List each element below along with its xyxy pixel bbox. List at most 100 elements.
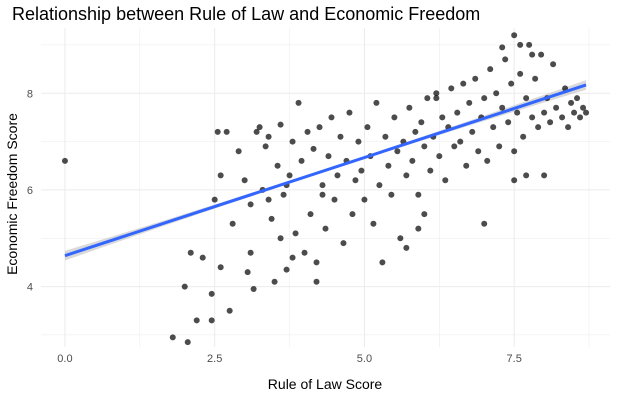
data-point <box>340 240 347 247</box>
regression-line-path <box>64 83 587 258</box>
data-point <box>568 99 575 106</box>
data-point <box>472 75 479 82</box>
data-point <box>505 119 512 126</box>
data-point <box>271 278 278 285</box>
data-point <box>298 157 305 164</box>
data-point <box>487 66 494 73</box>
data-point <box>409 157 416 164</box>
data-point <box>334 172 341 179</box>
y-tick-label: 4 <box>27 282 33 294</box>
data-point <box>208 317 215 324</box>
data-point <box>499 44 506 51</box>
data-point <box>295 99 302 106</box>
scatter-points <box>61 32 590 346</box>
data-point <box>484 157 491 164</box>
data-point <box>235 148 242 155</box>
data-point <box>511 177 518 184</box>
data-point <box>397 235 404 242</box>
data-point <box>433 95 440 102</box>
data-point <box>499 104 506 111</box>
data-point <box>331 196 338 203</box>
data-point <box>541 172 548 179</box>
y-axis-title: Economic Freedom Score <box>4 113 20 275</box>
data-point <box>481 220 488 227</box>
data-point <box>514 109 521 116</box>
data-point <box>529 114 536 121</box>
data-point <box>277 235 284 242</box>
data-point <box>442 177 449 184</box>
data-point <box>577 114 584 121</box>
data-point <box>418 119 425 126</box>
data-point <box>388 191 395 198</box>
data-point <box>517 41 524 48</box>
data-point <box>322 225 329 232</box>
data-point <box>463 162 470 169</box>
data-point <box>208 290 215 297</box>
grid <box>41 28 610 347</box>
data-point <box>286 172 293 179</box>
data-point <box>529 51 536 58</box>
data-point <box>247 201 254 208</box>
data-point <box>496 143 503 150</box>
x-tick-label: 5.0 <box>357 353 372 365</box>
data-point <box>448 85 455 92</box>
data-point <box>553 104 560 111</box>
data-point <box>349 211 356 218</box>
data-point <box>454 109 461 116</box>
data-point <box>403 172 410 179</box>
data-point <box>526 41 533 48</box>
data-point <box>532 75 539 82</box>
data-point <box>565 124 572 131</box>
data-point <box>415 191 422 198</box>
data-point <box>262 143 269 150</box>
data-point <box>475 148 482 155</box>
data-point <box>304 128 311 135</box>
data-point <box>277 121 284 128</box>
data-point <box>346 109 353 116</box>
data-point <box>439 114 446 121</box>
x-tick-label: 7.5 <box>507 353 522 365</box>
data-point <box>316 124 323 131</box>
data-point <box>328 114 335 121</box>
data-point <box>229 220 236 227</box>
data-point <box>559 114 566 121</box>
data-point <box>313 278 320 285</box>
data-point <box>247 249 254 256</box>
data-point <box>301 249 308 256</box>
data-point <box>307 211 314 218</box>
data-point <box>364 124 371 131</box>
data-point <box>469 128 476 135</box>
data-point <box>289 138 296 145</box>
data-point <box>421 211 428 218</box>
data-point <box>541 109 548 116</box>
data-point <box>226 307 233 314</box>
data-point <box>370 220 377 227</box>
data-point <box>508 80 515 87</box>
data-point <box>319 182 326 189</box>
data-point <box>199 254 206 261</box>
data-point <box>193 317 200 324</box>
data-point <box>415 225 422 232</box>
data-point <box>379 259 386 266</box>
data-point <box>319 191 326 198</box>
regression-line <box>64 83 587 258</box>
data-point <box>493 90 500 97</box>
data-point <box>265 133 272 140</box>
data-point <box>394 148 401 155</box>
data-point <box>490 124 497 131</box>
data-point <box>511 148 518 155</box>
data-point <box>274 162 281 169</box>
data-point <box>211 196 218 203</box>
data-point <box>511 32 518 39</box>
data-point <box>268 215 275 222</box>
data-point <box>421 143 428 150</box>
data-point <box>550 61 557 68</box>
data-point <box>289 254 296 261</box>
data-point <box>385 162 392 169</box>
data-point <box>427 167 434 174</box>
x-axis-title: Rule of Law Score <box>268 376 383 392</box>
data-point <box>436 153 443 160</box>
data-point <box>403 244 410 251</box>
